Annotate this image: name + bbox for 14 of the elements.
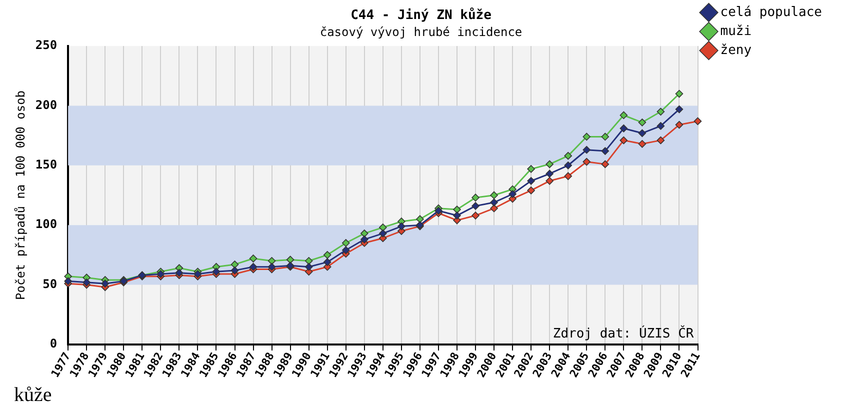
y-tick-label: 150 <box>35 158 58 172</box>
y-tick-label: 0 <box>50 336 58 351</box>
annotation: Zdroj dat: ÚZIS ČR <box>552 324 694 342</box>
legend-label: muži <box>720 24 752 39</box>
text: kůže <box>14 384 52 407</box>
legend-label: ženy <box>720 42 752 58</box>
y-tick-label: 200 <box>35 98 58 112</box>
chart-title: C44 - Jiný ZN kůže <box>350 7 492 24</box>
chart-subtitle: časový vývoj hrubé incidence <box>320 24 522 39</box>
y-tick-label: 100 <box>35 217 58 232</box>
y-tick-label: 50 <box>42 276 58 291</box>
legend-label: celá populace <box>720 4 822 20</box>
y-axis-title: Počet případů na 100 000 osob <box>13 90 28 300</box>
y-tick-label: 250 <box>35 38 58 52</box>
